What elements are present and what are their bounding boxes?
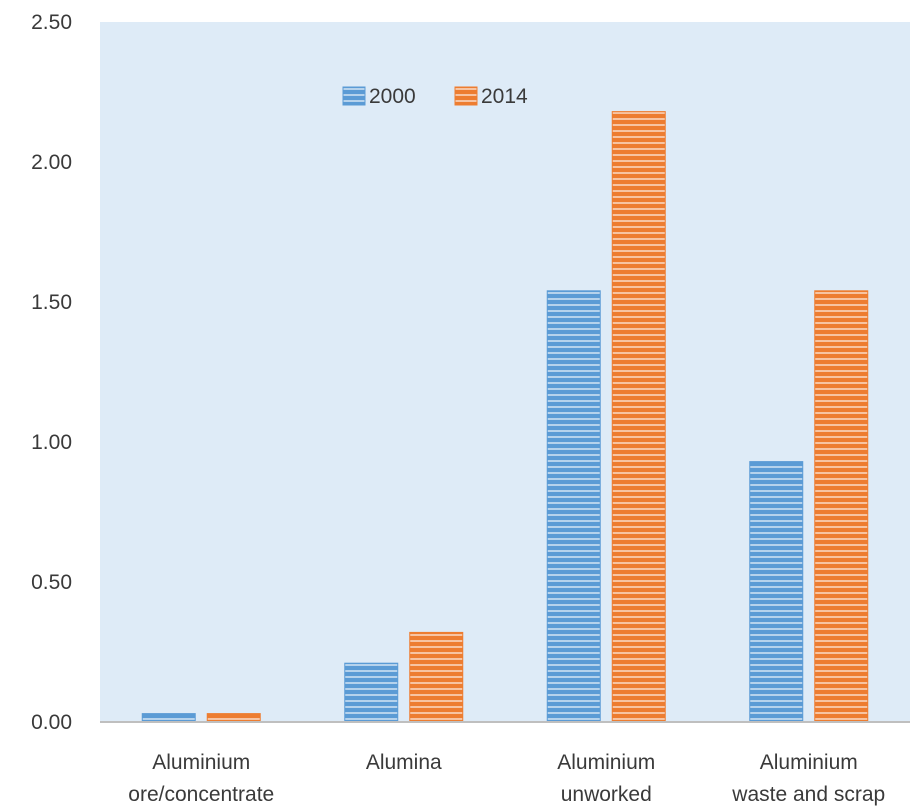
y-tick-label: 2.50 [31,11,72,34]
y-tick-label: 2.00 [31,151,72,174]
x-category-label: waste and scrap [731,783,885,806]
bar-2014-2 [611,111,666,723]
bar-2014-0 [206,713,261,723]
bar-2000-0 [141,713,196,723]
x-category-label: Alumina [366,751,442,774]
x-category-label: Aluminium [557,751,655,774]
y-tick-label: 1.50 [31,291,72,314]
x-category-label: ore/concentrate [128,783,274,806]
x-category-label: Aluminium [760,751,858,774]
x-category-label: unworked [561,783,652,806]
y-tick-label: 0.50 [31,571,72,594]
bar-2000-2 [546,290,601,723]
y-tick-label: 0.00 [31,711,72,734]
legend-swatch-2000 [342,86,366,106]
legend-label-2014: 2014 [481,85,528,108]
bar-2000-3 [749,461,804,723]
y-tick-label: 1.00 [31,431,72,454]
bar-2014-3 [814,290,869,723]
legend-swatch-2014 [454,86,478,106]
bar-2014-1 [409,631,464,723]
legend-label-2000: 2000 [369,85,416,108]
x-category-label: Aluminium [152,751,250,774]
bar-2000-1 [344,662,399,723]
